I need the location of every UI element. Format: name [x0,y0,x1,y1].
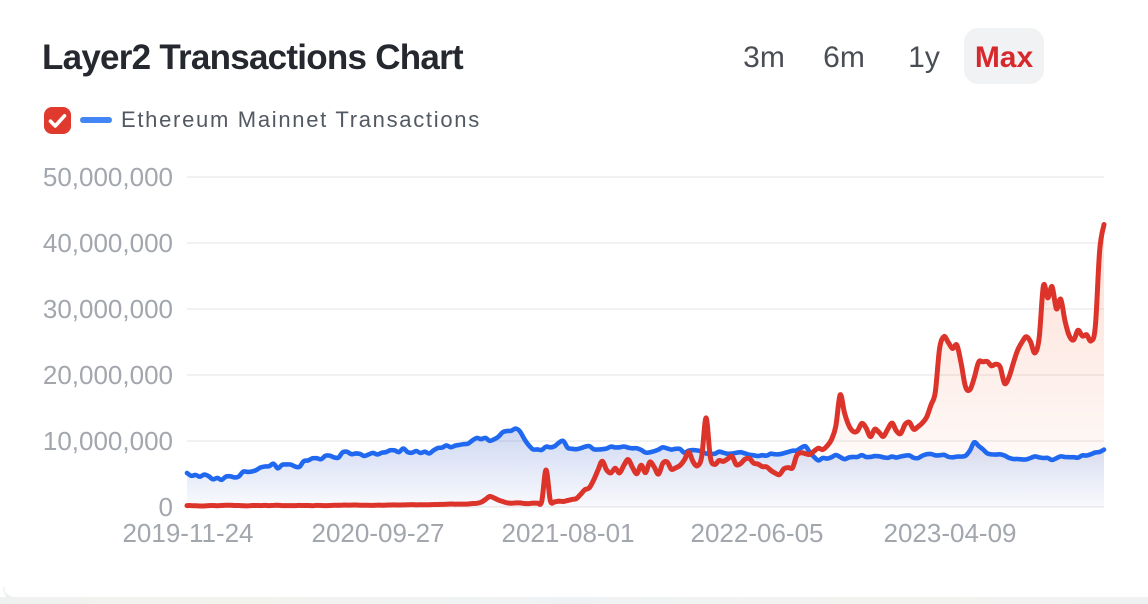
svg-text:2022-06-05: 2022-06-05 [691,518,824,548]
svg-text:2021-08-01: 2021-08-01 [502,518,635,548]
svg-text:50,000,000: 50,000,000 [43,162,173,192]
svg-text:2020-09-27: 2020-09-27 [312,518,445,548]
svg-text:0: 0 [159,492,173,522]
svg-text:40,000,000: 40,000,000 [43,228,173,258]
svg-text:20,000,000: 20,000,000 [43,360,173,390]
svg-text:2023-04-09: 2023-04-09 [884,518,1017,548]
svg-text:10,000,000: 10,000,000 [43,426,173,456]
svg-text:30,000,000: 30,000,000 [43,294,173,324]
svg-text:2019-11-24: 2019-11-24 [122,518,253,548]
